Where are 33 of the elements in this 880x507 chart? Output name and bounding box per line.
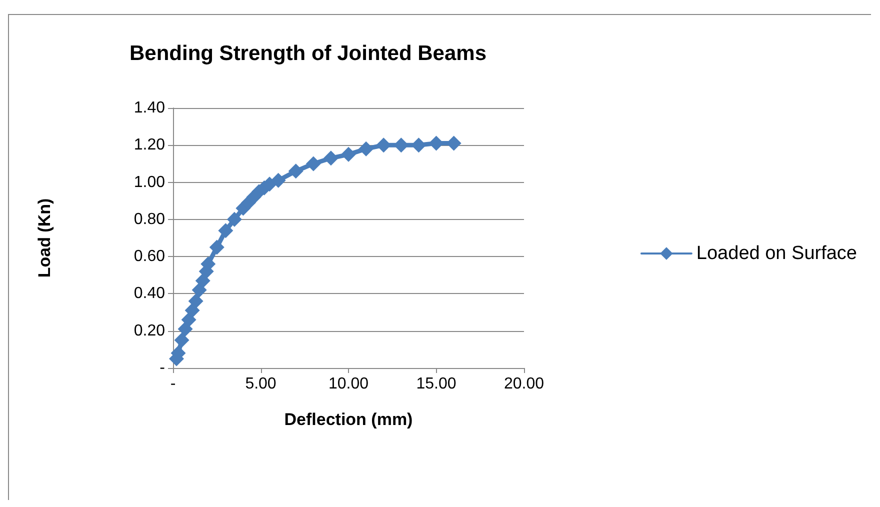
legend-label: Loaded on Surface xyxy=(696,243,858,264)
y-tick-label: 1.00 xyxy=(134,174,166,191)
y-tick-label: 0.60 xyxy=(134,248,166,266)
y-tick-label: 1.40 xyxy=(134,100,166,116)
point xyxy=(323,150,338,166)
point xyxy=(209,240,224,255)
point xyxy=(178,322,193,336)
y-axis-title: Load (Kn) xyxy=(35,198,54,278)
x-tick-label: 15.00 xyxy=(416,376,456,392)
y-tick-label: 0.20 xyxy=(134,322,166,340)
x-tick-label: 10.00 xyxy=(328,376,369,392)
y-tick-label: 0.40 xyxy=(134,285,166,302)
y-tick-label: 1.20 xyxy=(134,136,166,154)
x-tick-label: - xyxy=(170,376,176,392)
y-tick-label: 0.80 xyxy=(134,210,166,228)
y-tick-label: - xyxy=(160,360,165,376)
point xyxy=(226,212,242,227)
point xyxy=(306,156,321,172)
point xyxy=(188,294,204,309)
x-tick-label: 20.00 xyxy=(504,376,544,392)
point xyxy=(184,302,200,318)
point xyxy=(270,172,286,188)
chart-title: Bending Strength of Jointed Beams xyxy=(129,42,487,65)
x-axis-title: Deflection (mm) xyxy=(284,410,413,429)
point xyxy=(411,138,426,153)
point xyxy=(192,282,207,298)
point xyxy=(288,164,304,179)
point xyxy=(394,138,409,153)
point xyxy=(341,146,356,162)
x-tick-label: 5.00 xyxy=(245,376,276,392)
point xyxy=(218,223,234,238)
point xyxy=(358,141,374,156)
point xyxy=(174,332,190,348)
